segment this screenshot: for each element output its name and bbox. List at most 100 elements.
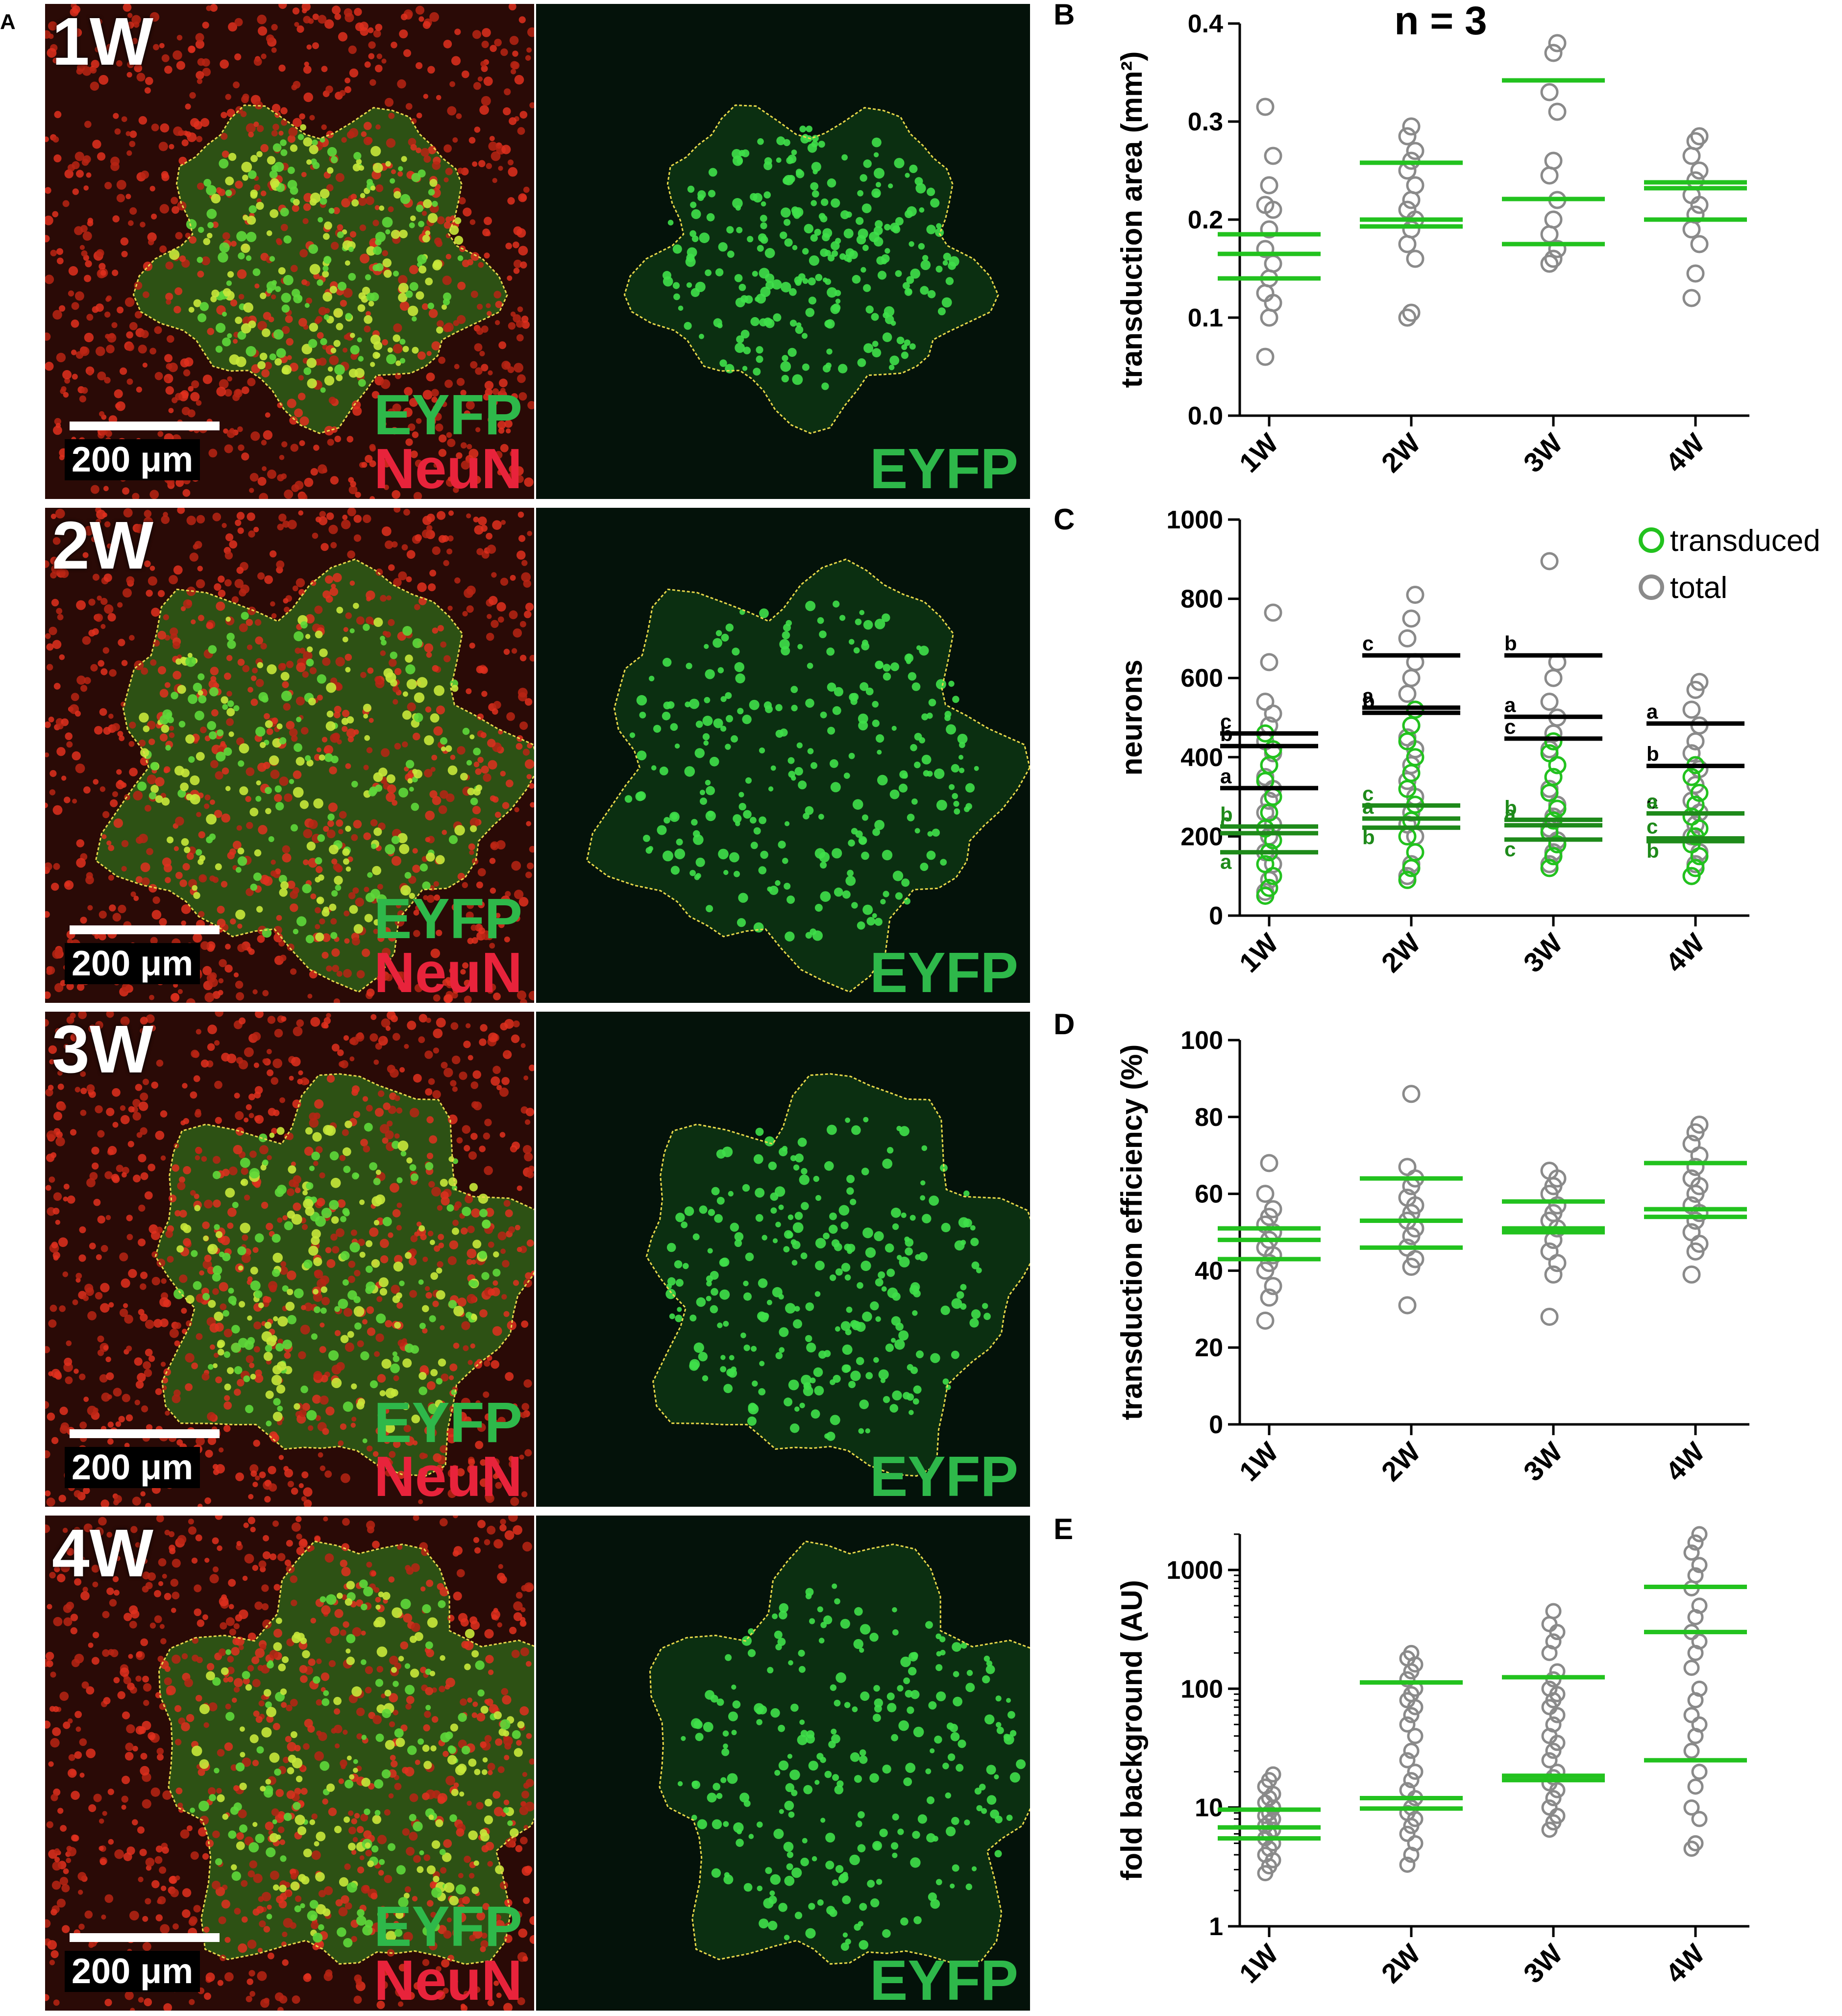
neun-cell — [342, 726, 347, 732]
eyfp-cell — [708, 1209, 715, 1216]
eyfp-cell — [744, 1344, 750, 1351]
neun-cell — [151, 214, 157, 220]
neun-cell — [88, 218, 93, 223]
eyfp-cell — [213, 1266, 222, 1275]
neun-cell — [202, 1221, 210, 1229]
eyfp-cell — [229, 731, 234, 737]
eyfp-cell — [790, 686, 798, 693]
eyfp-cell — [963, 1191, 969, 1196]
neun-cell — [479, 351, 485, 356]
neun-cell — [386, 138, 395, 148]
eyfp-cell — [338, 282, 346, 291]
neun-cell — [196, 1029, 201, 1034]
neun-cell — [136, 1381, 144, 1389]
eyfp-cell — [343, 1401, 353, 1412]
eyfp-cell — [225, 786, 231, 792]
neun-cell — [444, 177, 449, 182]
eyfp-cell — [467, 788, 475, 795]
eyfp-cell — [333, 308, 343, 318]
neun-cell — [247, 645, 252, 650]
neun-cell — [398, 1340, 405, 1346]
eyfp-cell — [375, 352, 380, 358]
neun-cell — [174, 1322, 181, 1329]
neun-cell — [467, 1294, 476, 1304]
neun-cell — [453, 1205, 459, 1211]
neun-cell — [265, 412, 270, 418]
eyfp-cell — [877, 775, 888, 786]
neun-cell — [59, 1495, 66, 1502]
neun-cell — [442, 535, 449, 542]
neun-cell — [120, 1309, 128, 1317]
eyfp-cell — [909, 241, 914, 247]
eyfp-cell — [241, 612, 249, 620]
eyfp-cell — [711, 1288, 718, 1296]
eyfp-cell — [969, 1318, 979, 1327]
neun-cell — [221, 741, 226, 747]
eyfp-cell — [329, 208, 335, 214]
neun-cell — [242, 665, 249, 672]
neun-cell — [443, 40, 452, 49]
neun-cell — [226, 655, 232, 661]
eyfp-cell — [704, 697, 711, 703]
eyfp-cell — [418, 1225, 425, 1232]
eyfp-cell — [373, 163, 383, 173]
neun-cell — [222, 150, 229, 158]
neun-cell — [351, 1818, 357, 1824]
neun-cell — [403, 509, 410, 516]
eyfp-cell — [957, 1291, 964, 1299]
neun-cell — [291, 265, 298, 272]
eyfp-cell — [723, 1384, 733, 1393]
neun-cell — [178, 989, 183, 994]
neun-cell — [343, 969, 352, 978]
neun-cell — [472, 1070, 481, 1079]
eyfp-cell — [405, 1252, 412, 1259]
neun-cell — [255, 636, 263, 645]
eyfp-cell — [706, 1275, 713, 1282]
eyfp-cell — [197, 859, 203, 865]
neun-cell — [126, 150, 132, 156]
eyfp-cell — [725, 744, 731, 749]
neun-cell — [197, 183, 204, 190]
neun-cell — [72, 302, 79, 310]
eyfp-cell — [862, 203, 872, 213]
eyfp-cell — [320, 189, 330, 199]
eyfp-cell — [808, 277, 816, 285]
neun-cell — [237, 512, 245, 520]
neun-cell — [521, 1403, 529, 1411]
neun-cell — [321, 66, 328, 72]
neun-cell — [330, 918, 337, 924]
neun-cell — [108, 714, 114, 719]
eyfp-cell — [137, 782, 147, 791]
neun-cell — [375, 1108, 384, 1117]
neun-cell — [330, 1627, 339, 1636]
neun-cell — [116, 769, 122, 774]
eyfp-cell — [830, 1274, 836, 1281]
neun-cell — [426, 652, 432, 658]
eyfp-cell — [272, 1234, 281, 1243]
eyfp-cell — [915, 1254, 921, 1260]
neun-cell — [256, 1906, 264, 1913]
neun-cell — [99, 708, 107, 716]
neun-cell — [99, 1818, 104, 1824]
neun-cell — [60, 1825, 67, 1832]
eyfp-cell — [433, 260, 442, 269]
neun-cell — [527, 1171, 534, 1178]
neun-cell — [209, 449, 218, 458]
neun-cell — [114, 1849, 124, 1859]
neun-cell — [271, 130, 278, 137]
neun-cell — [47, 1497, 55, 1506]
neun-cell — [511, 69, 516, 75]
neun-cell — [53, 1617, 62, 1626]
eyfp-cell — [367, 872, 372, 877]
neun-cell — [500, 578, 508, 586]
eyfp-cell — [390, 178, 395, 184]
neun-cell — [177, 1182, 185, 1190]
eyfp-cell — [222, 338, 231, 347]
eyfp-cell — [735, 1240, 742, 1247]
neun-cell — [257, 15, 267, 25]
eyfp-cell — [899, 784, 908, 793]
eyfp-cell — [318, 874, 324, 881]
eyfp-cell — [914, 733, 922, 741]
neun-cell — [481, 325, 489, 333]
neun-cell — [327, 439, 334, 446]
